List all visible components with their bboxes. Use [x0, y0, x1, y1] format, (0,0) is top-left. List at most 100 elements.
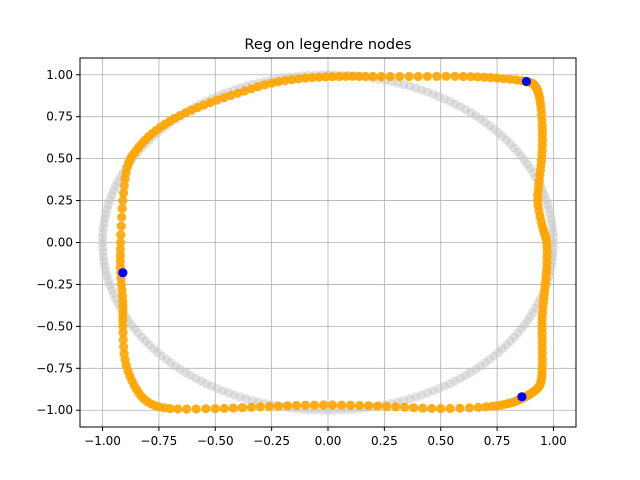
curve-point — [228, 403, 238, 413]
curve-point — [273, 77, 283, 87]
curve-point — [445, 403, 455, 414]
curve-point — [287, 75, 297, 85]
curve-point — [373, 401, 383, 411]
curve-point — [413, 71, 423, 82]
grid-lines — [80, 58, 576, 427]
curve-point — [246, 402, 256, 412]
curve-point — [181, 404, 192, 414]
curve-point — [219, 403, 229, 413]
curve-point — [345, 400, 356, 410]
curve-point — [458, 71, 468, 82]
curve-point — [264, 401, 274, 412]
x-tick-label: 0.75 — [484, 434, 511, 448]
curve-point — [341, 71, 351, 81]
curve-point — [354, 400, 365, 411]
curve-point — [354, 71, 364, 81]
curve-point — [191, 404, 201, 414]
node-point — [521, 76, 532, 87]
node-point — [517, 392, 527, 402]
curve-point — [255, 402, 265, 412]
curve-point — [117, 212, 127, 222]
curve-point — [118, 188, 129, 198]
curve-point — [455, 403, 465, 413]
curve-point — [382, 401, 392, 412]
curve-point — [118, 334, 128, 345]
x-tick-label: 0.25 — [371, 434, 398, 448]
curve-point — [210, 403, 220, 414]
curve-point — [466, 72, 476, 82]
x-tick-label: −0.25 — [253, 434, 290, 448]
y-tick-label: −0.25 — [36, 277, 73, 291]
x-tick-label: 0.50 — [427, 434, 454, 448]
curve-point — [321, 72, 331, 82]
curve-point — [376, 71, 386, 82]
x-tick-label: 1.00 — [540, 434, 567, 448]
curve-point — [473, 72, 483, 82]
curve-point — [307, 72, 317, 83]
curve-point — [336, 400, 347, 410]
curve-point — [464, 403, 475, 413]
curve-point — [441, 71, 451, 81]
curve-point — [309, 400, 320, 410]
axis-ticks: −1.00 −0.75 −0.50 −0.25 0.00 0.25 0.50 0.75 1.00… — [36, 68, 567, 448]
curve-point — [280, 76, 290, 86]
curve-point — [300, 400, 311, 410]
x-tick-label: 0.00 — [315, 434, 342, 448]
curve-point — [318, 400, 329, 410]
node-point — [118, 268, 128, 278]
curve-point — [409, 403, 419, 413]
highlight-nodes-series — [118, 76, 532, 402]
curve-point — [291, 400, 302, 411]
curve-point — [117, 204, 127, 214]
y-tick-label: 0.25 — [46, 194, 73, 208]
curve-point — [334, 71, 344, 82]
curve-point — [432, 71, 442, 81]
curve-point — [115, 244, 126, 254]
curve-point — [327, 72, 338, 82]
curve-point — [418, 403, 428, 413]
y-tick-label: −0.50 — [36, 319, 73, 333]
curve-point — [300, 73, 311, 83]
curve-point — [237, 403, 247, 413]
curve-point — [395, 71, 405, 82]
curve-point — [201, 404, 211, 414]
curve-point — [391, 402, 401, 412]
y-tick-label: 0.50 — [46, 152, 73, 166]
y-tick-label: −1.00 — [36, 403, 73, 417]
curve-point — [427, 403, 437, 414]
curve-point — [173, 404, 183, 414]
curve-point — [273, 401, 283, 411]
curve-point — [116, 230, 126, 240]
curve-point — [118, 195, 128, 206]
x-tick-label: −0.75 — [141, 434, 178, 448]
curve-point — [368, 71, 378, 82]
curve-point — [361, 71, 371, 82]
curve-point — [422, 71, 432, 82]
curve-point — [481, 402, 491, 412]
curve-point — [404, 71, 414, 82]
curve-point — [119, 181, 129, 191]
curve-point — [347, 71, 357, 81]
regularized-curve-series — [115, 71, 552, 414]
curve-point — [400, 402, 410, 412]
curve-point — [436, 403, 446, 414]
curve-point — [294, 74, 304, 84]
y-tick-label: 1.00 — [46, 68, 73, 82]
x-tick-label: −1.00 — [84, 434, 121, 448]
y-tick-label: 0.75 — [46, 110, 73, 124]
curve-point — [473, 402, 483, 412]
curve-point — [327, 400, 338, 410]
curve-point — [314, 72, 324, 82]
curve-point — [116, 221, 126, 231]
y-tick-label: −0.75 — [36, 361, 73, 375]
curve-point — [118, 342, 129, 352]
curve-point — [119, 349, 129, 359]
curve-point — [115, 237, 126, 248]
curve-point — [450, 71, 460, 81]
x-tick-label: −0.50 — [197, 434, 234, 448]
y-tick-label: 0.00 — [46, 236, 73, 250]
curve-point — [282, 401, 293, 411]
curve-point — [363, 401, 374, 411]
